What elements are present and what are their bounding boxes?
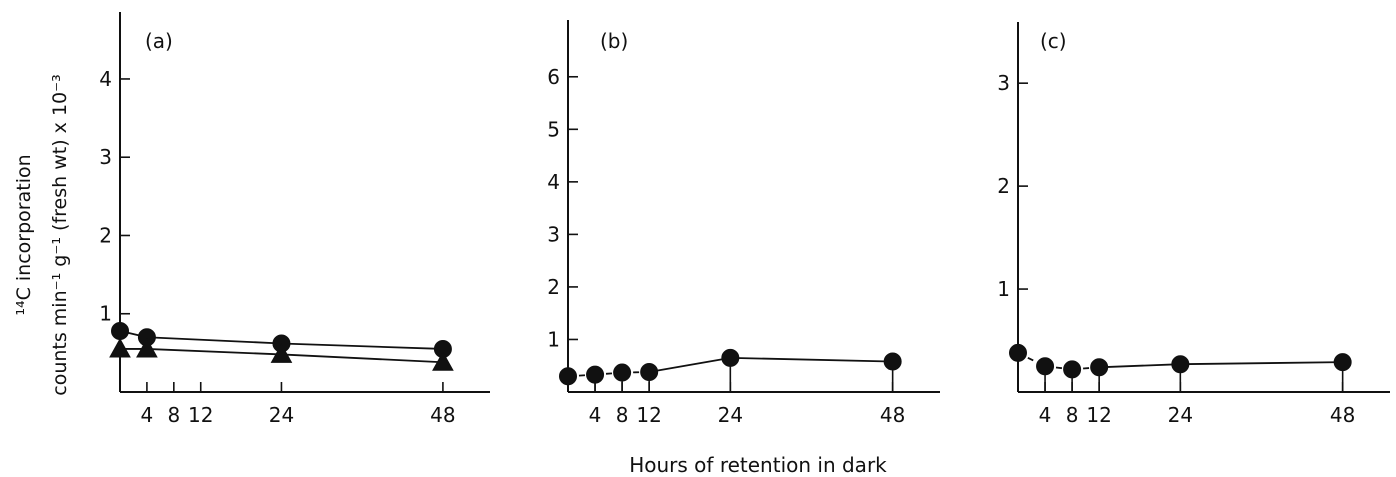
y-tick-label: 2 xyxy=(99,223,112,247)
circle-point xyxy=(559,367,577,386)
panel-label: (b) xyxy=(600,29,628,53)
series-line-segment xyxy=(730,356,893,363)
x-tick-label: 8 xyxy=(167,403,180,427)
y-axis-title-line-2: counts min⁻¹ g⁻¹ (fresh wt) x 10⁻³ xyxy=(49,74,71,396)
series-line-segment xyxy=(146,336,282,345)
circle-point xyxy=(1333,353,1352,372)
circle-point xyxy=(1063,360,1082,379)
y-axis-title-line-1: ¹⁴C incorporation xyxy=(13,154,35,315)
panel-label: (c) xyxy=(1040,29,1067,53)
x-tick-label: 48 xyxy=(430,403,455,427)
series-line-segment xyxy=(1099,363,1181,369)
x-tick-label: 8 xyxy=(1066,403,1079,427)
circle-point xyxy=(1171,355,1190,374)
circle-point xyxy=(111,321,129,340)
y-tick-label: 3 xyxy=(997,71,1010,95)
series-line-segment xyxy=(281,353,443,364)
circle-point xyxy=(721,348,740,367)
x-axis-title: Hours of retention in dark xyxy=(629,453,887,477)
y-axis-title: ¹⁴C incorporation counts min⁻¹ g⁻¹ (fres… xyxy=(13,74,71,396)
circle-point xyxy=(1090,358,1109,377)
circle-point xyxy=(640,363,659,382)
series-line-segment xyxy=(649,356,731,373)
x-tick-label: 48 xyxy=(880,403,905,427)
x-tick-label: 4 xyxy=(1039,403,1052,427)
circle-point xyxy=(883,352,902,371)
circle-point xyxy=(586,365,605,384)
x-tick-label: 48 xyxy=(1330,403,1355,427)
y-tick-label: 1 xyxy=(547,327,560,351)
triangle-point xyxy=(136,337,158,358)
x-tick-label: 24 xyxy=(269,403,294,427)
triangle-point xyxy=(270,343,293,363)
y-tick-label: 2 xyxy=(997,174,1010,198)
y-tick-label: 4 xyxy=(547,170,560,194)
y-tick-label: 1 xyxy=(997,277,1010,301)
y-tick-label: 2 xyxy=(547,275,560,299)
x-tick-label: 4 xyxy=(589,403,602,427)
x-tick-label: 12 xyxy=(636,403,661,427)
x-tick-label: 4 xyxy=(141,403,154,427)
series-line-segment xyxy=(281,342,443,350)
circle-point xyxy=(1036,357,1055,376)
circle-point xyxy=(1009,343,1027,362)
x-tick-label: 12 xyxy=(188,403,213,427)
circle-point xyxy=(613,363,632,382)
x-tick-label: 8 xyxy=(616,403,629,427)
x-tick-label: 12 xyxy=(1086,403,1111,427)
x-tick-label: 24 xyxy=(718,403,743,427)
panel-label: (a) xyxy=(145,29,173,53)
series-line-segment xyxy=(1180,361,1343,366)
y-tick-label: 3 xyxy=(547,222,560,246)
series-line-segment xyxy=(146,348,282,356)
y-tick-label: 3 xyxy=(99,145,112,169)
triangle-point xyxy=(432,351,454,371)
y-tick-label: 5 xyxy=(547,117,560,141)
y-tick-label: 6 xyxy=(547,65,560,89)
y-tick-label: 4 xyxy=(99,67,112,91)
y-tick-label: 1 xyxy=(99,302,112,326)
x-tick-label: 24 xyxy=(1168,403,1193,427)
triangle-point xyxy=(109,337,131,358)
